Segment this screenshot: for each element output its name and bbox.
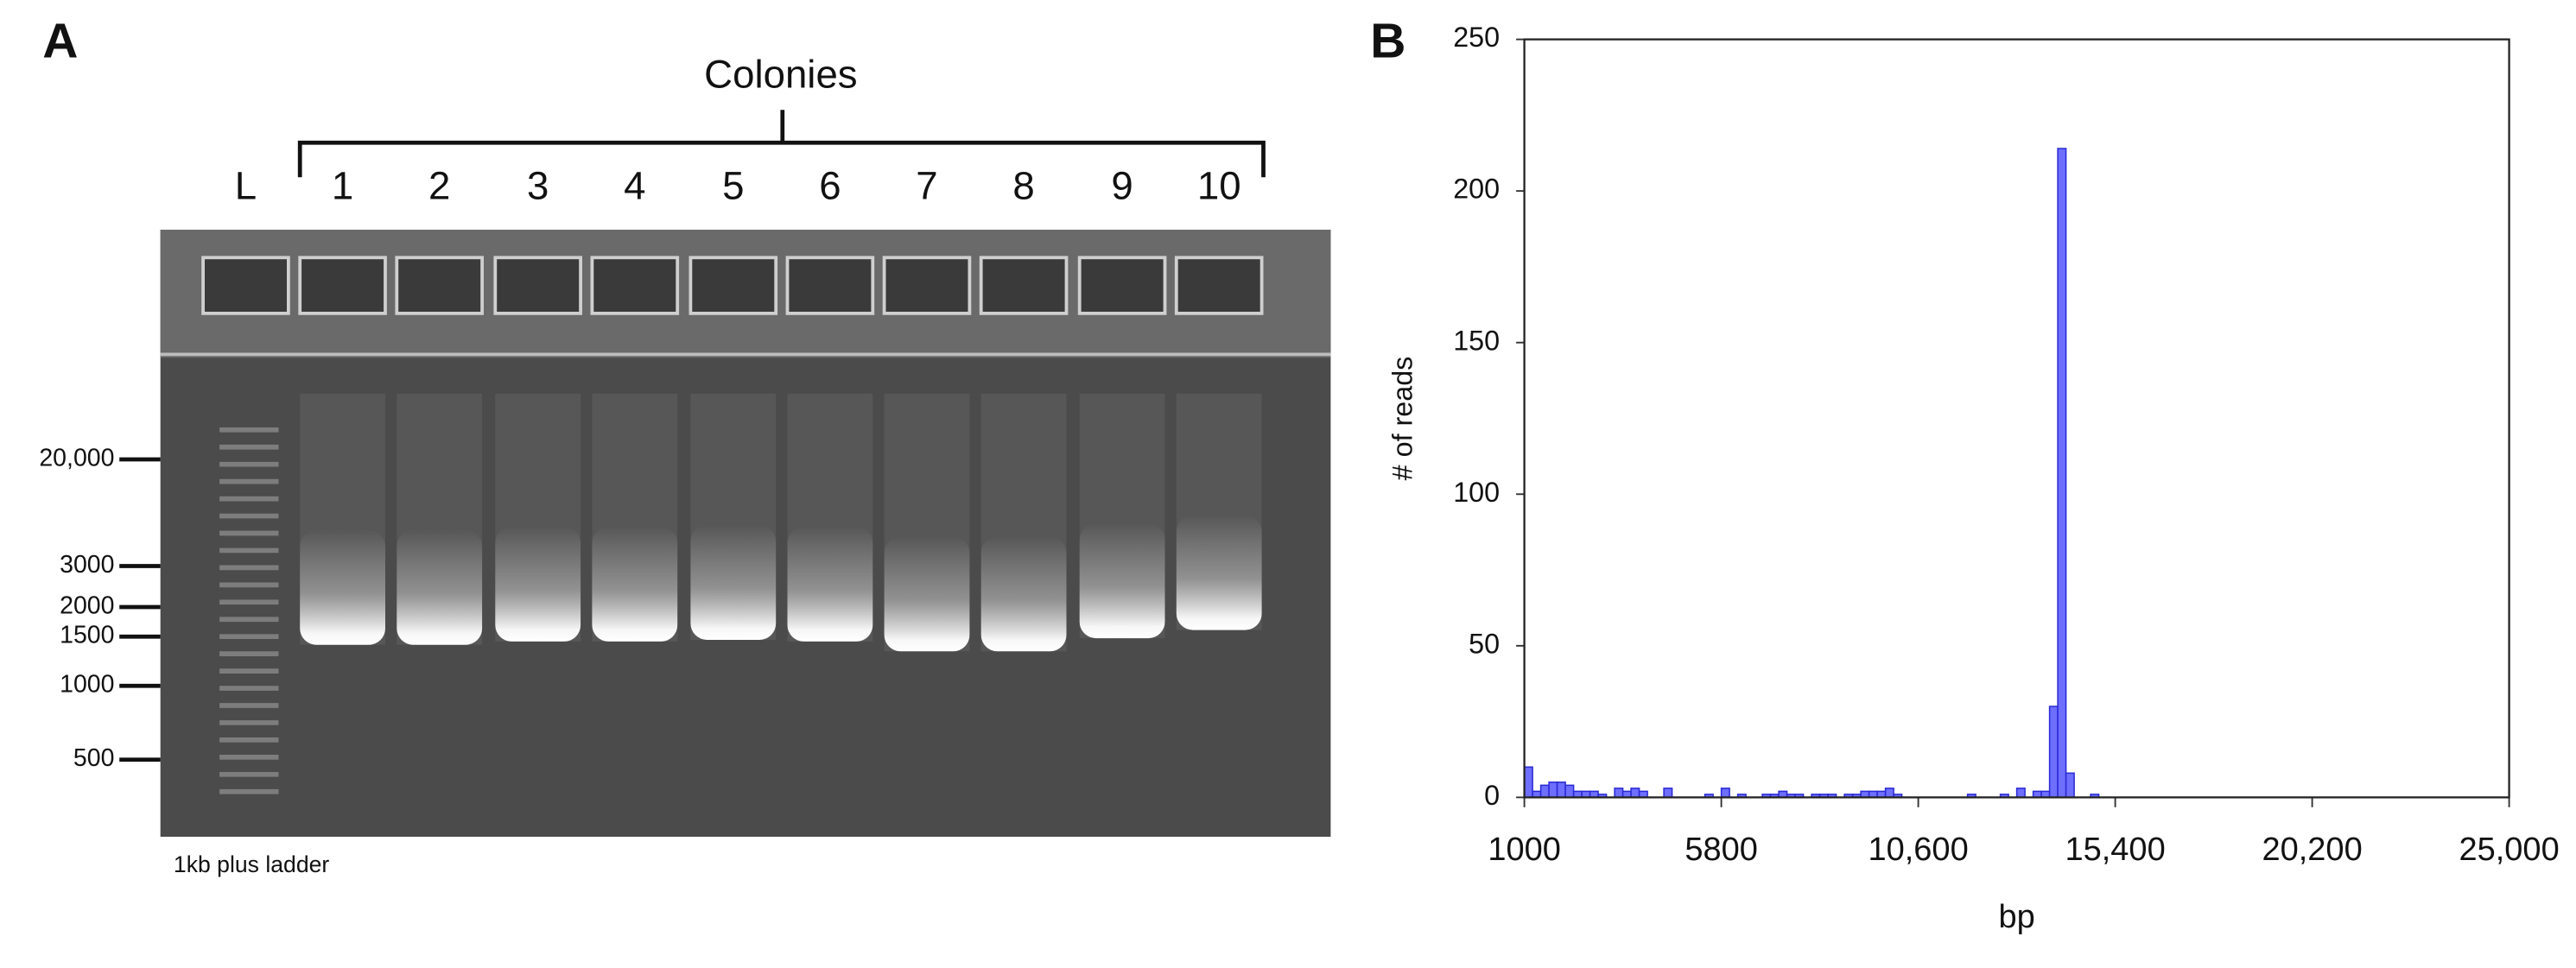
bar	[2048, 705, 2059, 799]
well	[979, 256, 1069, 315]
bar	[1539, 784, 1550, 799]
dna-band	[1079, 523, 1165, 639]
y-tick-label: 200	[1453, 174, 1500, 205]
well	[1077, 256, 1167, 315]
bar	[2057, 148, 2067, 799]
bar	[2015, 788, 2026, 799]
bar	[1884, 788, 1894, 799]
lane-label: 9	[1111, 164, 1133, 208]
gel-caption: 1kb plus ladder	[174, 851, 330, 877]
bar	[1548, 781, 1558, 799]
well	[882, 256, 972, 315]
dna-band	[495, 526, 581, 642]
x-tick-label: 1000	[1488, 832, 1561, 868]
dna-band	[1176, 515, 1262, 630]
bracket	[297, 110, 1266, 178]
bar	[1720, 788, 1730, 799]
well	[298, 256, 387, 315]
dna-band	[980, 536, 1067, 652]
bar	[1663, 788, 1673, 799]
bar	[2065, 772, 2075, 799]
x-tick-label: 5800	[1685, 832, 1758, 868]
lane-label: 6	[819, 164, 841, 208]
ladder-label: 2000	[60, 592, 114, 620]
lane-label: 4	[624, 164, 645, 208]
lane-label: L	[235, 164, 257, 208]
bar	[1564, 784, 1575, 799]
panel-label: B	[1370, 13, 1405, 68]
panel-label: A	[42, 13, 78, 68]
well	[201, 256, 290, 315]
y-axis-label: # of reads	[1386, 357, 1418, 481]
ladder-label: 1000	[60, 671, 114, 699]
well	[493, 256, 582, 315]
bar	[1523, 766, 1533, 799]
plot-frame	[1523, 38, 2510, 799]
lane-label: 5	[722, 164, 744, 208]
lane-label: 7	[916, 164, 937, 208]
x-tick-label: 20,200	[2262, 832, 2362, 868]
y-tick-label: 0	[1484, 780, 1500, 811]
dna-band	[787, 526, 873, 642]
x-tick-label: 10,600	[1868, 832, 1968, 868]
dna-band	[397, 529, 483, 645]
y-tick-label: 250	[1453, 22, 1500, 53]
lane-label: 3	[527, 164, 549, 208]
lane-label: 1	[332, 164, 353, 208]
bar	[1556, 781, 1566, 799]
x-tick-label: 25,000	[2459, 832, 2559, 868]
ladder-label: 20,000	[39, 445, 114, 472]
ladder-label: 3000	[60, 551, 114, 579]
lane-label: 8	[1012, 164, 1034, 208]
y-tick-label: 100	[1453, 477, 1500, 508]
bar	[1630, 788, 1640, 799]
well	[395, 256, 484, 315]
lane-label: 2	[428, 164, 450, 208]
gel-image	[160, 230, 1331, 837]
bar	[1614, 788, 1624, 799]
well	[590, 256, 680, 315]
dna-band	[300, 529, 385, 645]
gel-title: Colonies	[704, 52, 857, 96]
dna-band	[884, 536, 970, 652]
x-tick-label: 15,400	[2065, 832, 2165, 868]
ladder-label: 1500	[60, 622, 114, 649]
x-axis-label: bp	[1998, 899, 2034, 935]
well	[1174, 256, 1264, 315]
lane-label: 10	[1197, 164, 1241, 208]
y-tick-label: 50	[1469, 628, 1500, 659]
y-tick-label: 150	[1453, 325, 1500, 356]
dna-band	[690, 525, 777, 640]
well	[688, 256, 778, 315]
ladder-label: 500	[73, 744, 115, 772]
well	[785, 256, 875, 315]
dna-band	[592, 526, 678, 642]
